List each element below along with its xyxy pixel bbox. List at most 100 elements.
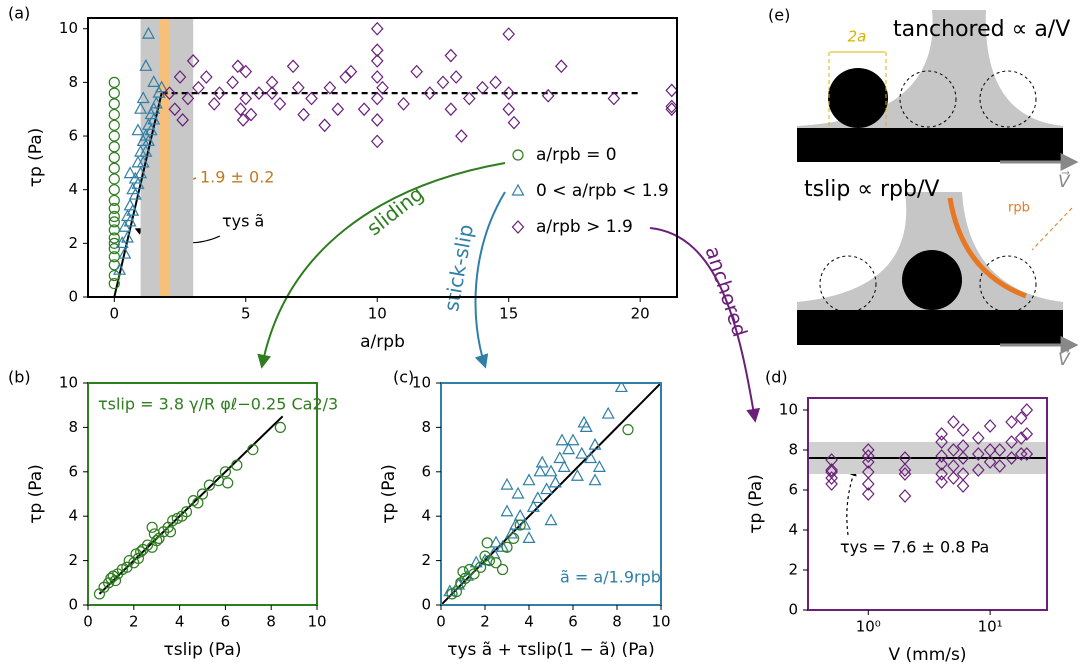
- point: [305, 91, 318, 106]
- point: [1014, 431, 1028, 445]
- point: [983, 455, 997, 469]
- point: [522, 473, 536, 486]
- y-tick-label: 0: [788, 601, 798, 619]
- point: [509, 517, 523, 530]
- x-tick-label: 8: [266, 613, 276, 631]
- fluid: [797, 10, 1063, 130]
- point: [1014, 411, 1028, 425]
- x-tick-label: 4: [524, 613, 534, 631]
- y-axis-label: τp (Pa): [26, 128, 46, 188]
- point: [219, 466, 231, 478]
- point: [443, 584, 457, 597]
- plot-area: [441, 383, 661, 605]
- point: [139, 144, 153, 157]
- point: [553, 451, 567, 464]
- point: [376, 80, 389, 95]
- point: [489, 535, 503, 548]
- point: [935, 475, 948, 489]
- point: [108, 224, 120, 236]
- x-tick-label: 0: [436, 613, 446, 631]
- point: [370, 91, 384, 106]
- y-tick-label: 4: [68, 180, 78, 198]
- point: [107, 570, 119, 582]
- arrow: [257, 162, 506, 369]
- velocity-label: V⃗: [1058, 170, 1071, 192]
- panel-label: (e): [768, 6, 790, 25]
- legend-label: 0 < a/rpb < 1.9: [536, 181, 669, 201]
- point: [410, 64, 423, 79]
- point: [562, 442, 576, 455]
- point: [956, 451, 970, 465]
- point: [286, 59, 300, 74]
- point: [236, 113, 250, 127]
- plot-area: [808, 403, 1047, 503]
- point: [825, 465, 838, 479]
- point: [318, 118, 331, 133]
- x-tick-label: 10¹: [978, 618, 1003, 636]
- point: [935, 449, 948, 463]
- y-tick-label: 6: [421, 462, 431, 480]
- x-tick-label: 10: [307, 613, 326, 631]
- point: [665, 102, 677, 117]
- point: [239, 64, 253, 79]
- point: [339, 70, 353, 84]
- point: [181, 91, 195, 106]
- point: [511, 486, 525, 499]
- point: [544, 513, 558, 526]
- x-tick-label: 2: [480, 613, 490, 631]
- frame: [87, 17, 678, 298]
- point: [460, 568, 474, 581]
- point: [134, 101, 148, 114]
- point: [614, 383, 628, 393]
- point: [956, 479, 970, 493]
- point: [108, 269, 120, 282]
- point: [1020, 427, 1034, 441]
- point: [554, 59, 568, 74]
- point: [993, 459, 1007, 473]
- width-label: 2a: [848, 28, 867, 46]
- point: [444, 102, 458, 117]
- annotation: τys ã: [222, 212, 264, 231]
- point: [108, 194, 120, 207]
- annotation: ã = a/1.9rpb: [560, 568, 661, 587]
- point: [108, 232, 120, 244]
- point: [247, 444, 259, 456]
- point: [457, 566, 469, 578]
- chart: 0 2 4 6 8 10 0 2 4 6 8 10 τys ã + τslip(1 − ã) (Pa) τ…: [379, 368, 671, 661]
- point: [557, 460, 571, 472]
- point: [108, 202, 120, 215]
- panel-label: (d): [765, 368, 788, 387]
- point: [108, 87, 120, 99]
- particle-ghost: [899, 70, 957, 128]
- point: [935, 435, 948, 449]
- point: [601, 406, 615, 419]
- point: [118, 246, 132, 259]
- point: [507, 115, 521, 130]
- point: [323, 80, 337, 95]
- frame: [87, 382, 318, 606]
- point: [397, 96, 410, 111]
- point: [239, 91, 253, 106]
- point: [108, 141, 120, 153]
- point: [163, 86, 176, 101]
- arrow-label: stick-slip: [439, 222, 478, 313]
- point: [141, 26, 155, 39]
- point: [476, 80, 489, 95]
- substrate: [797, 128, 1063, 162]
- point: [592, 460, 606, 472]
- point: [475, 561, 487, 573]
- point: [151, 535, 163, 547]
- point: [108, 98, 120, 110]
- x-tick-label: 6: [568, 613, 578, 631]
- point: [450, 586, 462, 598]
- x-tick-label: 20: [631, 305, 650, 323]
- point: [173, 70, 187, 84]
- panel-label: (a): [8, 4, 30, 23]
- point: [370, 54, 384, 68]
- legend-marker: [511, 220, 525, 234]
- point: [370, 70, 384, 84]
- point: [898, 463, 912, 477]
- point: [131, 177, 145, 189]
- point: [535, 455, 549, 468]
